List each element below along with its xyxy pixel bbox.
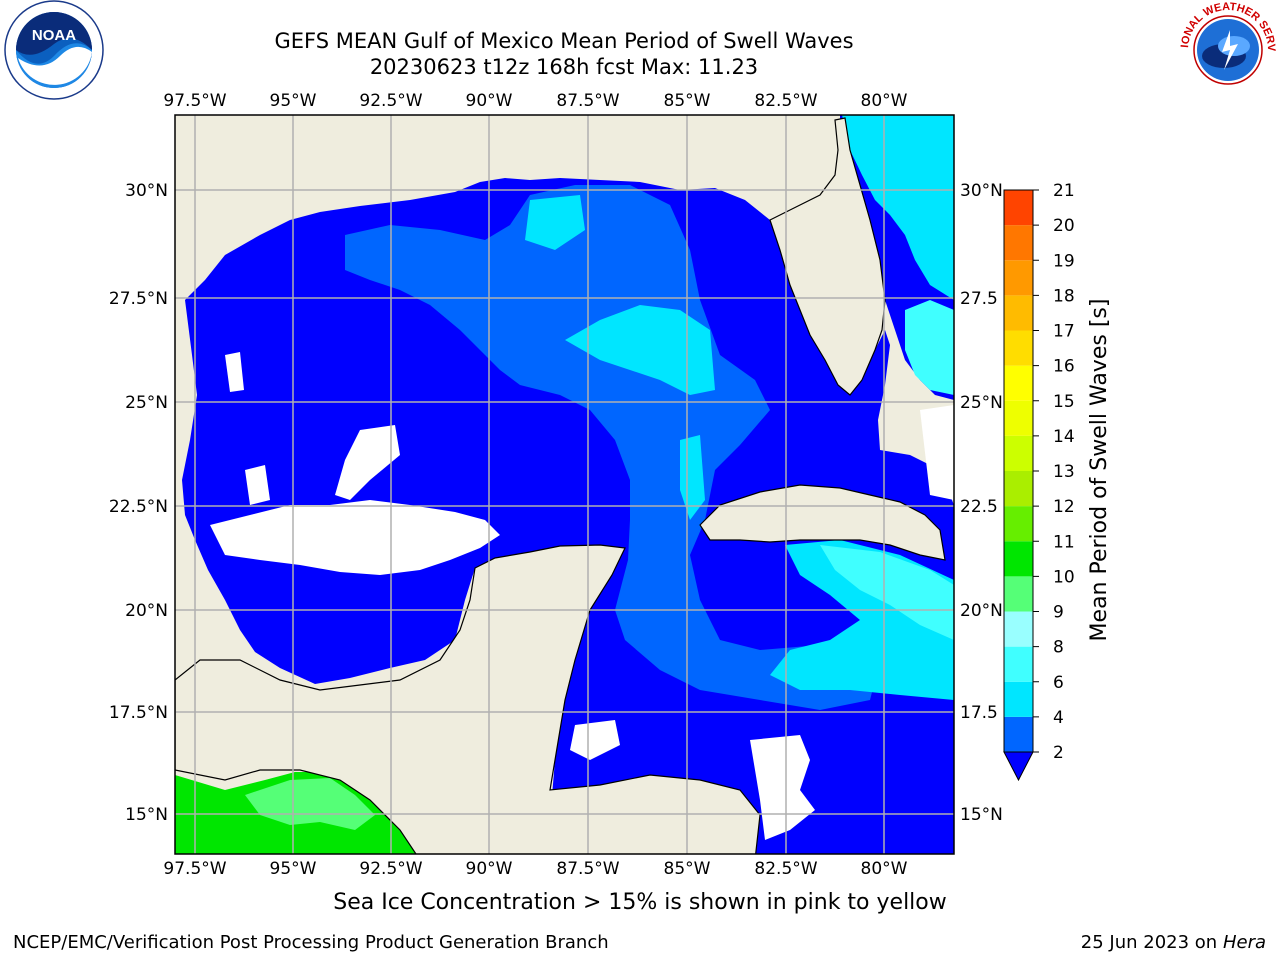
colorbar-segment xyxy=(1004,435,1033,471)
colorbar-tick-label: 15 xyxy=(1053,392,1075,412)
map-subtitle: 20230623 t12z 168h fcst Max: 11.23 xyxy=(369,55,759,79)
lat-tick-label: 25°N xyxy=(125,393,168,413)
colorbar-tick-label: 12 xyxy=(1053,497,1075,517)
colorbar: 2 4 6 8 9 10 11 12 13 14 15 16 17 18 19 20 21 xyxy=(1003,181,1075,782)
lat-tick-label-right: 25°N xyxy=(960,393,1003,413)
map-title: GEFS MEAN Gulf of Mexico Mean Period of … xyxy=(274,29,854,53)
atlantic-swell-band-2 xyxy=(905,300,954,395)
lat-tick-label: 17.5°N xyxy=(109,703,168,723)
no-data-campeche xyxy=(210,500,500,575)
colorbar-tick-label: 18 xyxy=(1053,286,1075,306)
lon-tick-label: 85°W xyxy=(664,91,711,111)
no-data-patch-1 xyxy=(225,352,244,392)
lon-tick-label: 97.5°W xyxy=(163,859,226,879)
colorbar-tick-label: 2 xyxy=(1053,743,1064,763)
colorbar-tick-label: 13 xyxy=(1053,462,1075,482)
colorbar-tick-label: 6 xyxy=(1053,673,1064,693)
colorbar-tick-label: 16 xyxy=(1053,357,1075,377)
colorbar-segment xyxy=(1004,365,1033,401)
florida-land xyxy=(769,117,886,396)
colorbar-segment xyxy=(1004,541,1033,577)
lat-labels-left: 30°N 27.5°N 25°N 22.5°N 20°N 17.5°N 15°N xyxy=(109,181,168,825)
host-name: Hera xyxy=(1222,932,1266,953)
colorbar-segment xyxy=(1004,611,1033,647)
lat-tick-label: 27.5°N xyxy=(109,289,168,309)
lon-tick-label: 92.5°W xyxy=(359,859,422,879)
no-data-patch-3 xyxy=(245,465,270,505)
lon-tick-label: 82.5°W xyxy=(754,91,817,111)
lat-tick-label: 30°N xyxy=(125,181,168,201)
colorbar-segment xyxy=(1004,576,1033,612)
lat-tick-label-right: 30°N xyxy=(960,181,1003,201)
lon-tick-label: 95°W xyxy=(270,91,317,111)
gulf-swell-band-mid xyxy=(345,185,880,710)
colorbar-tick-label: 14 xyxy=(1053,427,1075,447)
lat-tick-label-right: 27.5 xyxy=(960,289,998,309)
lat-tick-label-right: 20°N xyxy=(960,601,1003,621)
lon-tick-label: 82.5°W xyxy=(754,859,817,879)
lat-tick-label-right: 15°N xyxy=(960,805,1003,825)
nws-logo: NATIONAL WEATHER SERVICE xyxy=(1178,0,1277,98)
yucatan-land xyxy=(175,544,761,854)
colorbar-tick-label: 17 xyxy=(1053,322,1075,342)
colorbar-tick-label: 4 xyxy=(1053,708,1064,728)
lon-tick-label: 97.5°W xyxy=(163,91,226,111)
map-frame xyxy=(174,114,955,855)
colorbar-segment xyxy=(1004,716,1033,752)
colorbar-segment xyxy=(1004,400,1033,436)
map-gridlines xyxy=(175,115,954,854)
colorbar-tick-label: 21 xyxy=(1053,181,1075,201)
colorbar-label: Mean Period of Swell Waves [s] xyxy=(1087,299,1112,642)
lon-tick-label: 87.5°W xyxy=(556,91,619,111)
run-date: 25 Jun 2023 on xyxy=(1080,932,1218,953)
no-data-caribbean-3 xyxy=(920,405,954,500)
colorbar-extend xyxy=(1003,751,1034,782)
colorbar-segment xyxy=(1004,225,1033,261)
lat-labels-right: 30°N 27.5 25°N 22.5 20°N 17.5 15°N xyxy=(960,181,1003,825)
colorbar-tick-label: 20 xyxy=(1053,216,1075,236)
lon-tick-label: 80°W xyxy=(861,91,908,111)
colorbar-tick-label: 8 xyxy=(1053,638,1064,658)
atlantic-swell-band xyxy=(842,115,954,300)
lat-tick-label: 20°N xyxy=(125,601,168,621)
lat-tick-label: 15°N xyxy=(125,805,168,825)
sea-ice-note: Sea Ice Concentration > 15% is shown in … xyxy=(333,890,947,915)
colorbar-tick-label: 9 xyxy=(1053,603,1064,623)
colorbar-tick-label: 11 xyxy=(1053,532,1075,552)
lat-tick-label-right: 17.5 xyxy=(960,703,998,723)
colorbar-segment xyxy=(1004,260,1033,296)
colorbar-segment xyxy=(1004,190,1033,226)
colorbar-segment xyxy=(1004,646,1033,682)
colorbar-segment xyxy=(1004,471,1033,507)
lon-tick-label: 85°W xyxy=(664,859,711,879)
gulf-swell-band-light-2 xyxy=(525,195,585,250)
noaa-logo-text: NOAA xyxy=(32,27,76,44)
lon-labels-top: 97.5°W 95°W 92.5°W 90°W 87.5°W 85°W 82.5°W 80°W xyxy=(163,91,907,111)
caribbean-swell-band-2 xyxy=(820,545,954,640)
no-data-patch-2 xyxy=(335,425,400,500)
gulf-swell-band-light xyxy=(565,305,715,395)
lon-tick-label: 87.5°W xyxy=(556,859,619,879)
lon-tick-label: 92.5°W xyxy=(359,91,422,111)
lat-tick-label: 22.5°N xyxy=(109,497,168,517)
lon-tick-label: 95°W xyxy=(270,859,317,879)
colorbar-segment xyxy=(1004,330,1033,366)
colorbar-tick-label: 10 xyxy=(1053,567,1075,587)
noaa-logo: NOAA xyxy=(4,0,104,100)
map-body xyxy=(175,115,954,854)
no-data-caribbean-2 xyxy=(570,720,620,760)
colorbar-segment xyxy=(1004,681,1033,717)
lon-tick-label: 80°W xyxy=(861,859,908,879)
lon-tick-label: 90°W xyxy=(466,91,513,111)
colorbar-tick-label: 19 xyxy=(1053,251,1075,271)
date-host: 25 Jun 2023 on Hera xyxy=(1081,932,1266,953)
pacific-swell-area-light xyxy=(245,778,375,830)
colorbar-segment xyxy=(1004,506,1033,542)
lon-labels-bottom: 97.5°W 95°W 92.5°W 90°W 87.5°W 85°W 82.5°W 80°W xyxy=(163,859,907,879)
colorbar-segment xyxy=(1004,295,1033,331)
lat-tick-label-right: 22.5 xyxy=(960,497,998,517)
credit-line: NCEP/EMC/Verification Post Processing Pr… xyxy=(13,932,609,953)
lon-tick-label: 90°W xyxy=(466,859,513,879)
